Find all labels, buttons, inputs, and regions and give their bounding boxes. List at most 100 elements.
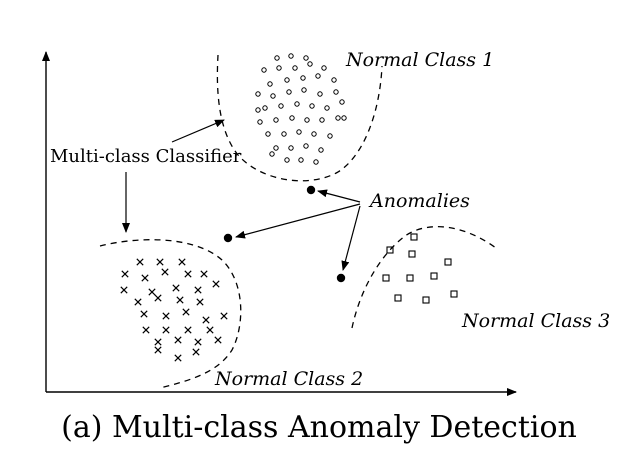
class-1-point [339, 99, 345, 105]
class-3-point [450, 290, 458, 298]
boundary-class-1 [216, 54, 383, 182]
class-1-point [294, 101, 300, 107]
class-2-point [162, 326, 170, 334]
class-2-point [194, 338, 202, 346]
label-normal-class-2: Normal Class 2 [214, 368, 363, 390]
class-2-point [202, 316, 210, 324]
class-1-point [288, 53, 294, 59]
label-normal-class-3: Normal Class 3 [461, 310, 610, 332]
class-2-point [172, 284, 180, 292]
class-3-point [430, 272, 438, 280]
class-2-point [212, 280, 220, 288]
class-3-point [382, 274, 390, 282]
class-1-point [321, 65, 327, 71]
class-1-point [269, 151, 275, 157]
class-1-points [255, 53, 347, 165]
class-2-point [156, 258, 164, 266]
class-1-point [288, 145, 294, 151]
class-3-point [386, 246, 394, 254]
class-1-point [262, 105, 268, 111]
class-1-point [331, 77, 337, 83]
class-2-point [154, 346, 162, 354]
anomaly-arrow-top [317, 189, 361, 203]
class-2-point [178, 258, 186, 266]
class-1-point [301, 87, 307, 93]
anomaly-arrow-bottom [341, 205, 361, 271]
class-1-point [273, 117, 279, 123]
class-2-point [136, 258, 144, 266]
class-3-point [406, 274, 414, 282]
class-1-point [265, 131, 271, 137]
class-1-point [281, 131, 287, 137]
class-2-point [142, 326, 150, 334]
class-1-point [274, 55, 280, 61]
class-1-point [273, 145, 279, 151]
boundary-class-2 [99, 239, 242, 389]
class-3-points [382, 233, 458, 304]
class-1-point [276, 65, 282, 71]
figure-caption: (a) Multi-class Anomaly Detection [61, 410, 577, 445]
class-2-point [196, 298, 204, 306]
class-1-point [300, 75, 306, 81]
class-2-point [134, 298, 142, 306]
class-1-point [255, 91, 261, 97]
class-2-point [220, 312, 228, 320]
class-3-point [394, 294, 402, 302]
class-1-point [319, 117, 325, 123]
class-2-point [206, 326, 214, 334]
class-1-point [307, 61, 313, 67]
class-2-point [184, 270, 192, 278]
class-1-point [309, 103, 315, 109]
class-1-point [261, 67, 267, 73]
class-1-point [313, 159, 319, 165]
class-2-point [214, 336, 222, 344]
class-2-point [154, 338, 162, 346]
class-1-point [341, 115, 347, 121]
class-1-point [315, 73, 321, 79]
class-1-point [270, 93, 276, 99]
class-1-point [289, 115, 295, 121]
class-1-point [303, 55, 309, 61]
class-2-point [174, 354, 182, 362]
class-2-point [174, 336, 182, 344]
class-1-point [267, 81, 273, 87]
class-1-point [278, 103, 284, 109]
class-1-point [284, 157, 290, 163]
class-1-point [292, 65, 298, 71]
class-2-point [120, 286, 128, 294]
label-multi-class-classifier: Multi-class Classifier [50, 146, 242, 167]
class-2-point [141, 274, 149, 282]
class-1-point [286, 89, 292, 95]
class-1-point [257, 119, 263, 125]
class-1-point [255, 107, 261, 113]
label-normal-class-1: Normal Class 1 [345, 49, 494, 71]
anomaly-point-bottom [336, 273, 346, 283]
class-1-point [296, 129, 302, 135]
class-2-point [200, 270, 208, 278]
class-2-point [192, 348, 200, 356]
classifier-arrow-up [171, 119, 225, 143]
class-2-point [184, 326, 192, 334]
class-2-point [161, 268, 169, 276]
anomaly-point-top [306, 185, 316, 195]
class-2-point [148, 288, 156, 296]
class-3-point [408, 250, 416, 258]
class-1-point [317, 91, 323, 97]
class-1-point [303, 143, 309, 149]
class-2-point [140, 310, 148, 318]
anomaly-point-left [223, 233, 233, 243]
class-2-point [162, 312, 170, 320]
class-1-point [324, 105, 330, 111]
class-1-point [311, 131, 317, 137]
class-1-point [318, 147, 324, 153]
label-anomalies: Anomalies [368, 190, 470, 212]
class-2-point [154, 294, 162, 302]
class-1-point [335, 115, 341, 121]
class-1-point [327, 133, 333, 139]
class-1-point [284, 77, 290, 83]
class-1-point [304, 117, 310, 123]
boundary-class-3 [351, 226, 497, 329]
class-2-point [194, 286, 202, 294]
